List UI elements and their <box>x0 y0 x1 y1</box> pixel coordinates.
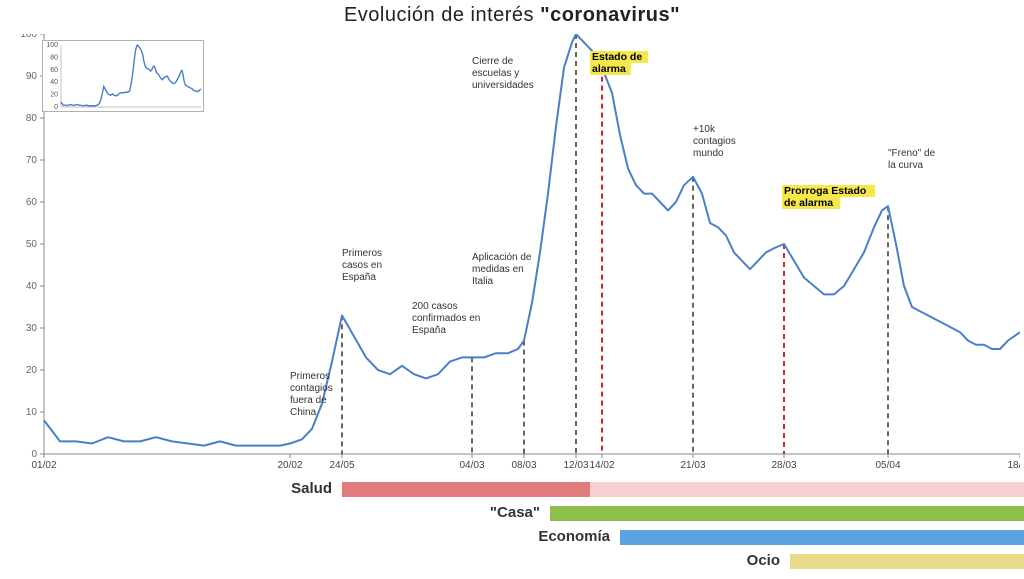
category-label-1: "Casa" <box>0 504 540 521</box>
svg-text:de alarma: de alarma <box>784 197 833 209</box>
svg-text:medidas en: medidas en <box>472 264 524 275</box>
category-bar-light-0 <box>590 482 1024 497</box>
svg-text:60: 60 <box>26 197 38 208</box>
svg-text:universidades: universidades <box>472 80 534 91</box>
svg-text:"Freno" de: "Freno" de <box>888 148 936 159</box>
category-label-3: Ocio <box>0 552 780 569</box>
title-bold: "coronavirus" <box>540 4 680 26</box>
svg-text:Italia: Italia <box>472 276 494 287</box>
svg-text:40: 40 <box>26 281 38 292</box>
svg-text:18/04: 18/04 <box>1007 460 1020 471</box>
category-bar-3 <box>790 554 1024 569</box>
svg-text:80: 80 <box>50 54 58 61</box>
svg-text:60: 60 <box>50 67 58 74</box>
svg-text:20/02: 20/02 <box>277 460 302 471</box>
svg-text:contagios: contagios <box>290 383 333 394</box>
svg-text:Prorroga Estado: Prorroga Estado <box>784 185 866 197</box>
svg-text:12/03: 12/03 <box>563 460 588 471</box>
svg-text:alarma: alarma <box>592 63 626 75</box>
svg-text:28/03: 28/03 <box>771 460 796 471</box>
svg-text:20: 20 <box>26 365 38 376</box>
category-bar-1 <box>550 506 1024 521</box>
svg-text:10: 10 <box>26 407 38 418</box>
svg-text:la curva: la curva <box>888 160 923 171</box>
title-prefix: Evolución de interés <box>344 4 540 26</box>
mini-chart-svg: 0 20 40 60 80 100 <box>43 41 203 111</box>
svg-text:España: España <box>342 272 376 283</box>
svg-text:Aplicación de: Aplicación de <box>472 252 532 263</box>
svg-text:0: 0 <box>31 449 37 460</box>
svg-text:+10k: +10k <box>693 124 716 135</box>
category-label-2: Economía <box>0 528 610 545</box>
svg-text:01/02: 01/02 <box>31 460 56 471</box>
svg-text:20: 20 <box>50 92 58 99</box>
svg-text:200 casos: 200 casos <box>412 301 458 312</box>
category-bar-0 <box>342 482 590 497</box>
mini-chart: 0 20 40 60 80 100 <box>42 40 204 112</box>
svg-text:España: España <box>412 325 446 336</box>
svg-text:80: 80 <box>26 113 38 124</box>
svg-text:90: 90 <box>26 71 38 82</box>
svg-text:Primeros: Primeros <box>342 248 382 259</box>
svg-text:0: 0 <box>54 104 58 111</box>
svg-text:China: China <box>290 407 317 418</box>
svg-text:30: 30 <box>26 323 38 334</box>
svg-text:24/05: 24/05 <box>329 460 354 471</box>
svg-text:casos en: casos en <box>342 260 382 271</box>
svg-text:40: 40 <box>50 79 58 86</box>
svg-text:Estado de: Estado de <box>592 51 642 63</box>
svg-text:14/02: 14/02 <box>589 460 614 471</box>
category-label-0: Salud <box>0 480 332 497</box>
svg-text:08/03: 08/03 <box>511 460 536 471</box>
svg-text:escuelas y: escuelas y <box>472 68 519 79</box>
svg-text:mundo: mundo <box>693 148 724 159</box>
svg-text:21/03: 21/03 <box>680 460 705 471</box>
svg-text:100: 100 <box>46 42 58 49</box>
svg-text:Cierre de: Cierre de <box>472 56 514 67</box>
svg-text:70: 70 <box>26 155 38 166</box>
svg-text:04/03: 04/03 <box>459 460 484 471</box>
svg-text:contagios: contagios <box>693 136 736 147</box>
svg-text:100: 100 <box>20 34 37 40</box>
svg-text:Primeros: Primeros <box>290 371 330 382</box>
svg-text:05/04: 05/04 <box>875 460 900 471</box>
svg-text:50: 50 <box>26 239 38 250</box>
chart-title: Evolución de interés "coronavirus" <box>0 4 1024 27</box>
svg-text:confirmados en: confirmados en <box>412 313 480 324</box>
svg-text:fuera de: fuera de <box>290 395 327 406</box>
category-bar-2 <box>620 530 1024 545</box>
